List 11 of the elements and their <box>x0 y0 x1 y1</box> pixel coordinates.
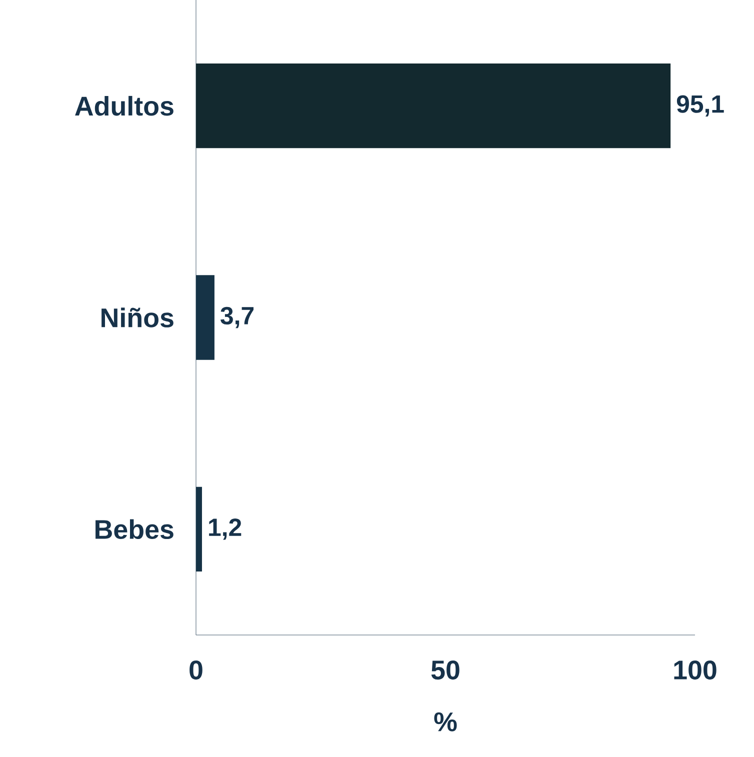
x-axis-title: % <box>434 712 457 732</box>
data-label: 95,1 <box>676 95 724 116</box>
x-tick-label: 100 <box>674 660 716 680</box>
y-tick-label: Adultos <box>75 96 174 116</box>
y-tick-label: Niños <box>102 308 174 328</box>
data-label: 3,7 <box>220 306 254 328</box>
data-label: 1,2 <box>209 518 242 540</box>
x-tick-label: 50 <box>431 660 460 680</box>
x-tick-label: 0 <box>190 660 202 680</box>
y-tick-label: Bebes <box>96 519 174 540</box>
bar <box>196 63 671 148</box>
